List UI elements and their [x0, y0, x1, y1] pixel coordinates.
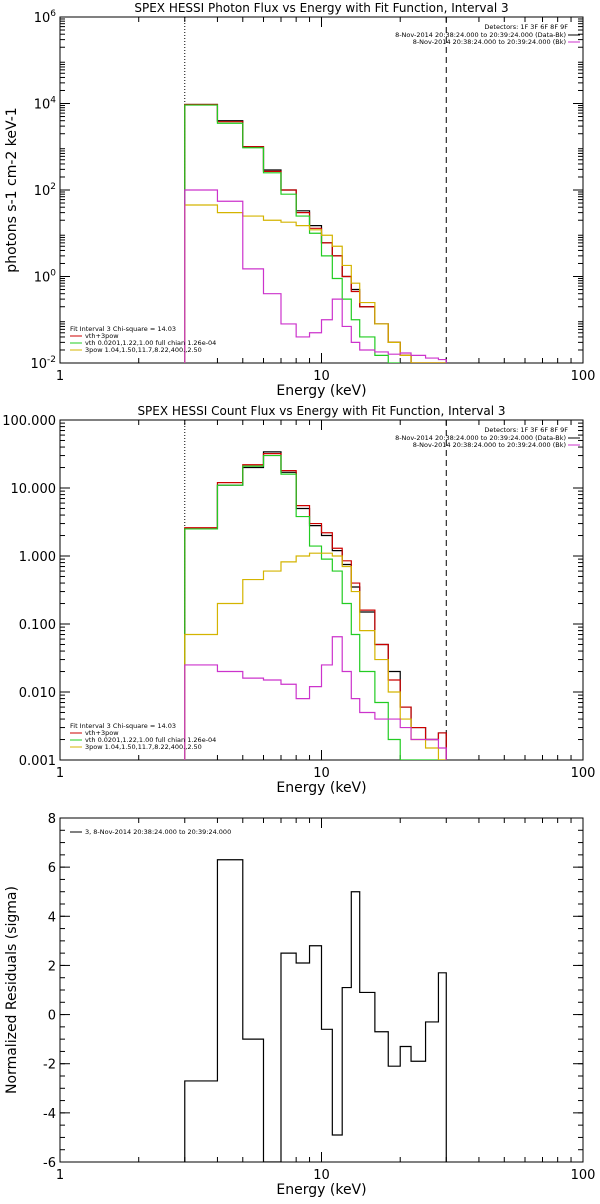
y-tick-label: -4: [43, 1107, 56, 1122]
series-line-data-bk: [184, 451, 447, 760]
chart-panel-3: 1 10 100 Energy (keV) -6 -4 -2 0 2 4 6 8 Normalized …: [4, 812, 595, 1198]
y-axis-label: Normalized Residuals (sigma): [4, 886, 20, 1094]
x-tick-label: 1: [56, 1168, 64, 1183]
legend-entry-label: vth 0.0201,1.22,1.00 full chian 1.26e-04: [85, 736, 216, 744]
series-line-vth: [184, 454, 447, 760]
plot-frame: [59, 16, 584, 364]
y-axis-label: photons s-1 cm-2 keV-1: [4, 107, 20, 272]
legend-entry-label: 8-Nov-2014 20:38:24.000 to 20:39:24.000 …: [395, 434, 566, 442]
x-axis-label: Energy (keV): [276, 383, 366, 399]
x-tick-label: 10: [313, 369, 330, 384]
x-tick-label: 100: [571, 369, 596, 384]
y-tick-label: 4: [48, 910, 56, 925]
x-tick-label: 1: [56, 369, 64, 384]
chart-panel-2: SPEX HESSI Count Flux vs Energy with Fit…: [2, 404, 595, 796]
legend-entry-label: 3pow 1.04,1.50,11.7,8.22,400.,2.50: [85, 346, 202, 354]
y-tick-label: 0.001: [19, 754, 56, 769]
chart-title: SPEX HESSI Count Flux vs Energy with Fit…: [137, 404, 505, 418]
legend-entry-label: vth+3pow: [85, 729, 119, 737]
x-tick-label: 1: [56, 766, 64, 781]
y-tick-label: 106: [34, 9, 57, 26]
legend-detectors: Detectors: 1F 3F 6F 8F 9F: [484, 23, 568, 31]
chart-panel-1: SPEX HESSI Photon Flux vs Energy with Fi…: [4, 1, 595, 399]
y-tick-label: -6: [43, 1156, 56, 1171]
legend-fit-header: Fit Interval 3 Chi-square = 14.03: [70, 722, 176, 730]
y-tick-label: 6: [48, 861, 56, 876]
legend-entry-label: 8-Nov-2014 20:38:24.000 to 20:39:24.000 …: [413, 441, 566, 449]
legend-entry-label: 3, 8-Nov-2014 20:38:24.000 to 20:39:24.0…: [85, 828, 231, 836]
y-tick-label: 104: [34, 96, 57, 113]
y-tick-label: 10-2: [30, 355, 56, 372]
y-tick-label: 0.010: [19, 686, 56, 701]
legend-entry-label: vth+3pow: [85, 332, 119, 340]
legend-fit-header: Fit Interval 3 Chi-square = 14.03: [70, 325, 176, 333]
legend-entry-label: 3pow 1.04,1.50,11.7,8.22,400.,2.50: [85, 743, 202, 751]
y-tick-label: 10.000: [11, 482, 57, 497]
x-tick-label: 100: [571, 1168, 596, 1183]
legend-entry-label: vth 0.0201,1.22,1.00 full chian 1.26e-04: [85, 339, 216, 347]
series-line-bk: [184, 636, 447, 760]
y-tick-label: 8: [48, 812, 56, 827]
x-tick-label: 100: [571, 766, 596, 781]
y-tick-label: 0: [48, 1009, 56, 1024]
y-tick-label: 102: [34, 182, 56, 199]
x-axis-label: Energy (keV): [276, 780, 366, 796]
y-tick-label: 100: [34, 269, 57, 286]
series-line-bk: [184, 189, 447, 363]
y-tick-label: 0.100: [19, 618, 56, 633]
chart-title: SPEX HESSI Photon Flux vs Energy with Fi…: [134, 1, 508, 15]
series-line-vth-3pow: [184, 453, 447, 760]
x-axis-label: Energy (keV): [276, 1182, 366, 1198]
plot-frame: [59, 419, 584, 761]
x-tick-label: 10: [313, 766, 330, 781]
y-tick-label: 100.000: [2, 414, 56, 429]
series-line-3pow: [184, 204, 447, 363]
series-line-3-8-nov-2014-20-38-24-000-to-20-39-24-000: [184, 859, 447, 1162]
legend-entry-label: 8-Nov-2014 20:38:24.000 to 20:39:24.000 …: [413, 38, 566, 46]
series-line-3pow: [184, 552, 447, 760]
legend-detectors: Detectors: 1F 3F 6F 8F 9F: [484, 426, 568, 434]
y-tick-label: 1.000: [19, 550, 56, 565]
x-tick-label: 10: [313, 1168, 330, 1183]
y-tick-label: 2: [48, 959, 56, 974]
legend-entry-label: 8-Nov-2014 20:38:24.000 to 20:39:24.000 …: [395, 31, 566, 39]
y-tick-label: -2: [43, 1058, 56, 1073]
